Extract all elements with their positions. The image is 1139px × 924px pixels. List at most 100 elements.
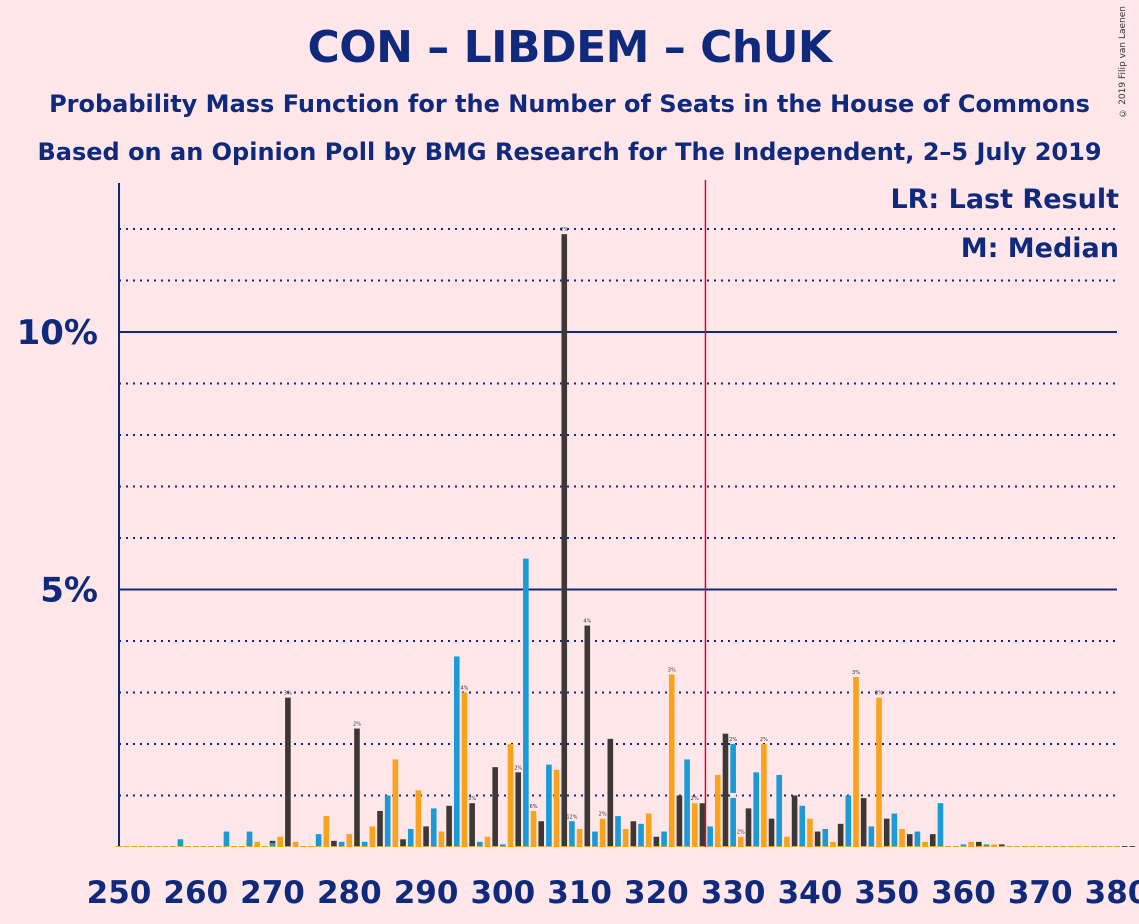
bar-seat-317: [630, 821, 637, 847]
x-tick-label: 250: [87, 875, 152, 911]
bar-seat-296: [469, 846, 475, 847]
bar-seat-282: [361, 846, 368, 847]
bar-seat-362: [976, 846, 982, 847]
legend-last-result: LR: Last Result: [890, 184, 1119, 215]
bar-label: 4%: [460, 686, 468, 692]
bar-seat-318: [638, 823, 644, 847]
bar-seat-317: [630, 846, 637, 847]
bar-seat-262: [208, 846, 214, 847]
bar-seat-372: [1052, 846, 1059, 847]
bar-seat-308: [561, 234, 568, 847]
bar-seat-279: [338, 841, 345, 847]
bar-seat-287: [400, 839, 406, 847]
bar-seat-302: [515, 846, 521, 847]
bar-seat-370: [1037, 846, 1044, 847]
bar-seat-362: [976, 841, 982, 847]
bar-seat-345: [845, 846, 852, 847]
bar-seat-375: [1075, 846, 1082, 847]
bar-seat-278: [331, 840, 337, 847]
bar-seat-275: [308, 846, 314, 847]
bar-seat-343: [830, 841, 836, 847]
bar-seat-283: [369, 826, 376, 847]
bar-seat-335: [768, 818, 775, 847]
bar-seat-300: [500, 846, 506, 847]
bar-seat-360: [960, 846, 967, 847]
bar-seat-291: [430, 808, 437, 847]
bar-seat-363: [983, 844, 990, 847]
bar-seat-335: [768, 846, 775, 847]
bar-seat-315: [615, 816, 621, 847]
bar-seat-374: [1068, 846, 1074, 847]
bar-seat-329: [722, 846, 729, 847]
bar-seat-258: [177, 839, 184, 847]
bar-seat-325: [691, 803, 698, 847]
bar-seat-253: [139, 846, 145, 847]
bar-seat-361: [968, 841, 974, 847]
bar-seat-333: [753, 846, 759, 847]
bar-seat-308: [561, 846, 568, 847]
median-marker: [730, 792, 737, 798]
bar-seat-265: [231, 846, 237, 847]
bar-seat-273: [292, 841, 299, 847]
bar-seat-272: [285, 846, 291, 847]
bar-seat-311: [584, 625, 591, 847]
bar-seat-350: [883, 818, 890, 847]
bar-seat-351: [891, 846, 898, 847]
bar-seat-298: [484, 836, 491, 847]
bar-seat-324: [684, 759, 690, 847]
x-tick-label: 380: [1085, 875, 1139, 911]
bar-seat-355: [922, 841, 928, 847]
bar-seat-259: [185, 846, 191, 847]
bar-seat-311: [584, 846, 591, 847]
bar-seat-320: [653, 836, 660, 847]
bar-seat-350: [883, 846, 890, 847]
bar-seat-342: [822, 828, 829, 847]
bar-seat-326: [699, 803, 706, 847]
bar-seat-309: [569, 821, 575, 847]
x-tick-label: 360: [931, 875, 996, 911]
bar-seat-310: [576, 828, 583, 847]
bar-seat-363: [983, 846, 990, 847]
bar-seat-276: [315, 846, 322, 847]
bar-seat-365: [999, 846, 1005, 847]
bar-seat-348: [868, 826, 875, 847]
bar-seat-347: [860, 798, 867, 847]
bar-seat-277: [323, 816, 330, 847]
bar-label: 2%: [353, 722, 361, 728]
bar-seat-294: [453, 846, 460, 847]
y-tick-label: 10%: [17, 313, 98, 353]
bar-seat-323: [676, 795, 683, 847]
bar-seat-269: [262, 846, 268, 847]
bar-seat-339: [799, 846, 806, 847]
bar-seat-359: [952, 846, 959, 847]
bar-label: 3%: [284, 691, 292, 697]
bar-seat-354: [914, 831, 921, 847]
bar-seat-344: [837, 823, 844, 847]
bar-seat-255: [154, 846, 161, 847]
bar-seat-282: [361, 841, 368, 847]
bar-seat-322: [668, 674, 675, 847]
bar-seat-369: [1029, 846, 1036, 847]
bar-seat-299: [492, 846, 498, 847]
bar-seat-270: [269, 842, 276, 847]
bar-seat-366: [1006, 846, 1013, 847]
bar-seat-326: [699, 846, 706, 847]
bar-seat-254: [146, 846, 153, 847]
bar-seat-301: [507, 744, 514, 847]
bar-seat-321: [661, 831, 667, 847]
legend-median: M: Median: [960, 233, 1119, 264]
bar-seat-304: [530, 810, 537, 847]
x-tick-label: 270: [240, 875, 305, 911]
bar-label: 3%: [875, 691, 883, 697]
chart-subtitle-source: Based on an Opinion Poll by BMG Research…: [37, 138, 1102, 166]
bar-seat-319: [645, 813, 652, 847]
bar-seat-341: [814, 846, 821, 847]
bar-seat-306: [546, 846, 552, 847]
bar-seat-360: [960, 844, 967, 847]
bar-seat-323: [676, 846, 683, 847]
bar-seat-352: [899, 828, 905, 847]
bar-seat-307: [553, 769, 560, 847]
x-tick-label: 290: [394, 875, 459, 911]
bar-seat-290: [423, 826, 429, 847]
bar-label: 2%: [691, 796, 699, 802]
